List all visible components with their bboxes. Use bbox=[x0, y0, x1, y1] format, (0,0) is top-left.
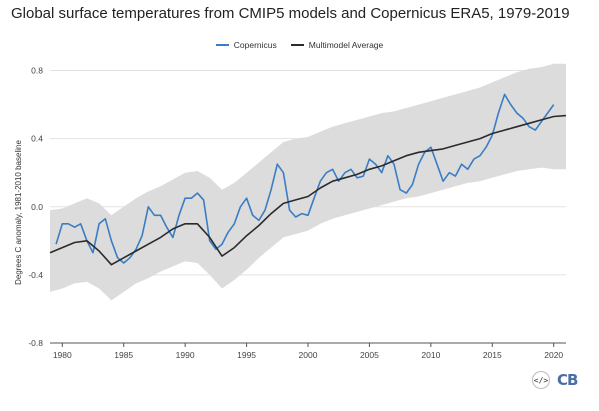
legend-swatch-multimodel-average bbox=[290, 43, 304, 47]
copernicus-line bbox=[55, 93, 555, 264]
x-tick-label: 2000 bbox=[299, 350, 318, 360]
legend-item-multimodel-average[interactable]: Multimodel Average bbox=[290, 40, 384, 50]
legend-label-multimodel-average: Multimodel Average bbox=[308, 40, 384, 50]
x-tick-label: 1985 bbox=[114, 350, 133, 360]
chart-legend: Copernicus Multimodel Average bbox=[0, 40, 599, 50]
x-tick-label: 2005 bbox=[360, 350, 379, 360]
y-tick-label: 0.4 bbox=[31, 134, 43, 144]
model-range-band bbox=[50, 63, 566, 301]
x-tick-label: 2010 bbox=[421, 350, 440, 360]
x-tick-label: 1990 bbox=[176, 350, 195, 360]
x-tick-label: 2020 bbox=[544, 350, 563, 360]
multimodel-average-line bbox=[49, 114, 567, 266]
legend-label-copernicus: Copernicus bbox=[233, 40, 277, 50]
chart-title: Global surface temperatures from CMIP5 m… bbox=[11, 5, 570, 22]
carbon-brief-logo: CB bbox=[557, 371, 578, 389]
y-tick-label: -0.4 bbox=[28, 270, 43, 280]
y-axis-title: Degrees C anomaly, 1981-2010 baseline bbox=[14, 140, 23, 285]
y-tick-label: -0.8 bbox=[28, 338, 43, 348]
y-tick-label: 0.8 bbox=[31, 66, 43, 76]
x-tick-label: 1995 bbox=[237, 350, 256, 360]
y-tick-label: 0.0 bbox=[31, 202, 43, 212]
legend-item-copernicus[interactable]: Copernicus bbox=[215, 40, 277, 50]
x-tick-label: 2015 bbox=[483, 350, 502, 360]
legend-swatch-copernicus bbox=[215, 43, 229, 47]
x-tick-label: 1980 bbox=[53, 350, 72, 360]
code-embed-icon[interactable]: </> bbox=[532, 371, 550, 389]
